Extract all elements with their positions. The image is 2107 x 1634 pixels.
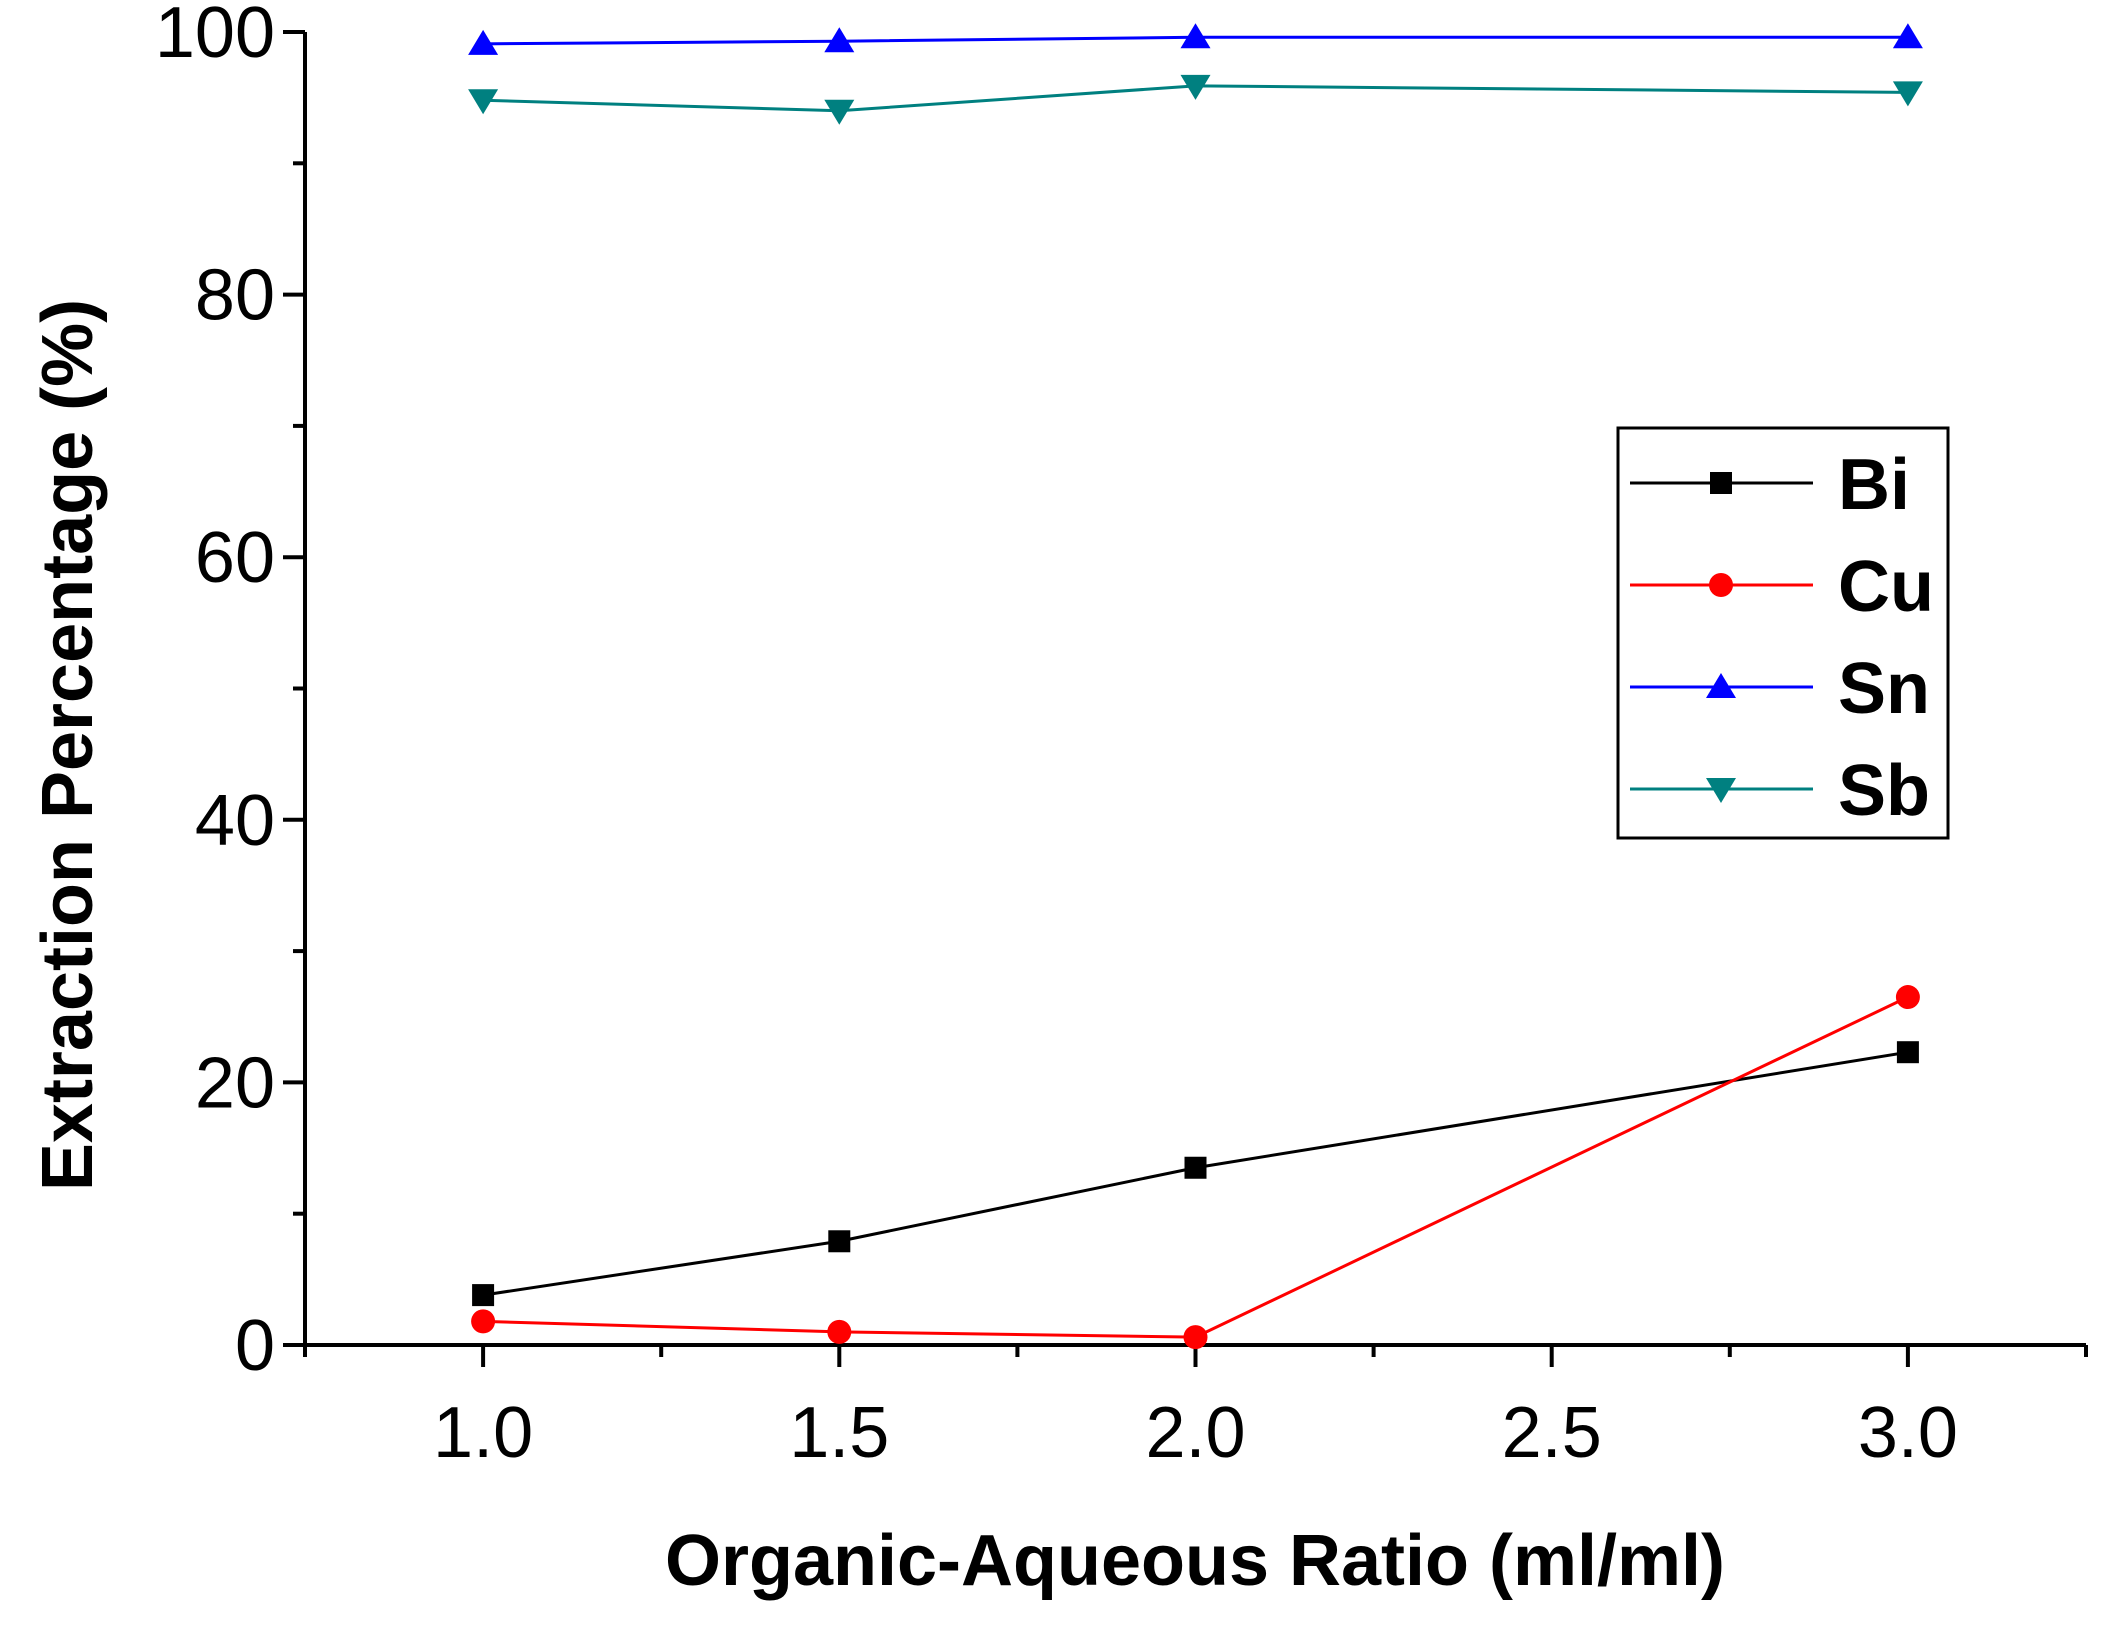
data-point-cu — [827, 1319, 852, 1344]
series-line-sn — [483, 35, 1908, 46]
data-point-sn — [468, 29, 499, 55]
data-point-bi — [828, 1230, 851, 1253]
data-point-sb — [824, 99, 855, 125]
legend-item-sb: Sb — [1630, 751, 1930, 831]
x-tick-label: 3.0 — [1858, 1393, 1958, 1473]
x-tick-label: 1.5 — [789, 1393, 889, 1473]
series-sn — [468, 23, 1923, 55]
legend-label-sn: Sn — [1838, 649, 1930, 729]
series-cu — [471, 985, 1920, 1350]
series-line-cu — [483, 995, 1909, 1339]
y-tick-label: 0 — [235, 1306, 275, 1386]
x-tick-label: 2.5 — [1502, 1393, 1602, 1473]
legend-item-sn: Sn — [1630, 649, 1930, 729]
x-tick-label: 2.0 — [1145, 1393, 1245, 1473]
legend: Bi Cu Sn Sb — [1616, 426, 1950, 840]
series-layer — [468, 23, 1923, 1350]
legend-marker-cu — [1709, 573, 1733, 597]
data-point-bi — [1896, 1041, 1919, 1064]
y-tick-label: 80 — [195, 256, 275, 336]
data-point-sn — [1180, 23, 1211, 49]
series-line-sb — [483, 84, 1908, 113]
y-tick-label: 60 — [195, 518, 275, 598]
legend-marker-sb — [1706, 778, 1736, 803]
legend-marker-sn — [1706, 673, 1736, 698]
legend-label-bi: Bi — [1838, 445, 1910, 525]
x-axis-ticks: 1.0 1.5 2.0 2.5 3.0 — [303, 1345, 2088, 1473]
data-point-cu — [1183, 1325, 1208, 1350]
x-tick-label: 1.0 — [433, 1393, 533, 1473]
y-tick-label: 20 — [195, 1043, 275, 1123]
series-sb — [468, 74, 1923, 125]
y-axis-title: Extraction Percentage (%) — [28, 299, 108, 1191]
data-point-sb — [468, 89, 499, 115]
y-axis-ticks: 0 20 40 60 80 100 — [155, 0, 305, 1386]
data-point-sb — [1892, 81, 1923, 107]
data-point-bi — [472, 1284, 495, 1307]
data-point-cu — [1895, 985, 1920, 1010]
legend-item-bi: Bi — [1630, 445, 1910, 525]
legend-box — [1616, 426, 1950, 840]
data-point-sn — [1892, 23, 1923, 49]
series-bi — [472, 1041, 1919, 1307]
y-tick-label: 40 — [195, 781, 275, 861]
legend-item-cu: Cu — [1630, 547, 1934, 627]
x-axis-title: Organic-Aqueous Ratio (ml/ml) — [665, 1521, 1725, 1601]
data-point-sb — [1180, 74, 1211, 100]
data-point-sn — [824, 27, 855, 53]
legend-label-cu: Cu — [1838, 547, 1934, 627]
data-point-bi — [1184, 1156, 1207, 1179]
y-tick-label: 100 — [155, 0, 275, 73]
legend-label-sb: Sb — [1838, 751, 1930, 831]
data-point-cu — [471, 1309, 496, 1334]
series-line-bi — [482, 1050, 1909, 1297]
legend-marker-bi — [1710, 472, 1732, 494]
